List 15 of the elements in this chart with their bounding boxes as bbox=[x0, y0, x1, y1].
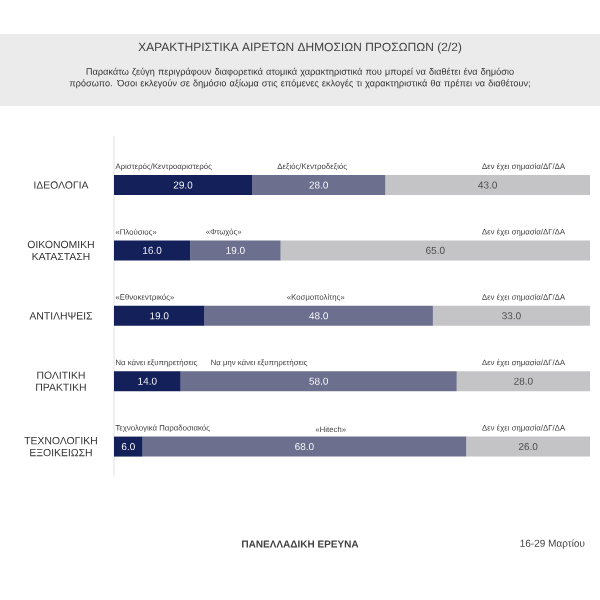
bar bbox=[114, 175, 253, 196]
bar bbox=[385, 175, 590, 196]
bar bbox=[142, 436, 467, 457]
bar bbox=[432, 305, 590, 326]
bar bbox=[456, 371, 590, 392]
bar bbox=[114, 240, 191, 261]
bar bbox=[190, 240, 281, 261]
bar bbox=[180, 371, 457, 392]
bar bbox=[466, 436, 590, 457]
bar bbox=[280, 240, 590, 261]
bar bbox=[114, 371, 181, 392]
bar bbox=[114, 436, 143, 457]
bar bbox=[252, 175, 386, 196]
bar bbox=[114, 305, 205, 326]
bar bbox=[204, 305, 433, 326]
